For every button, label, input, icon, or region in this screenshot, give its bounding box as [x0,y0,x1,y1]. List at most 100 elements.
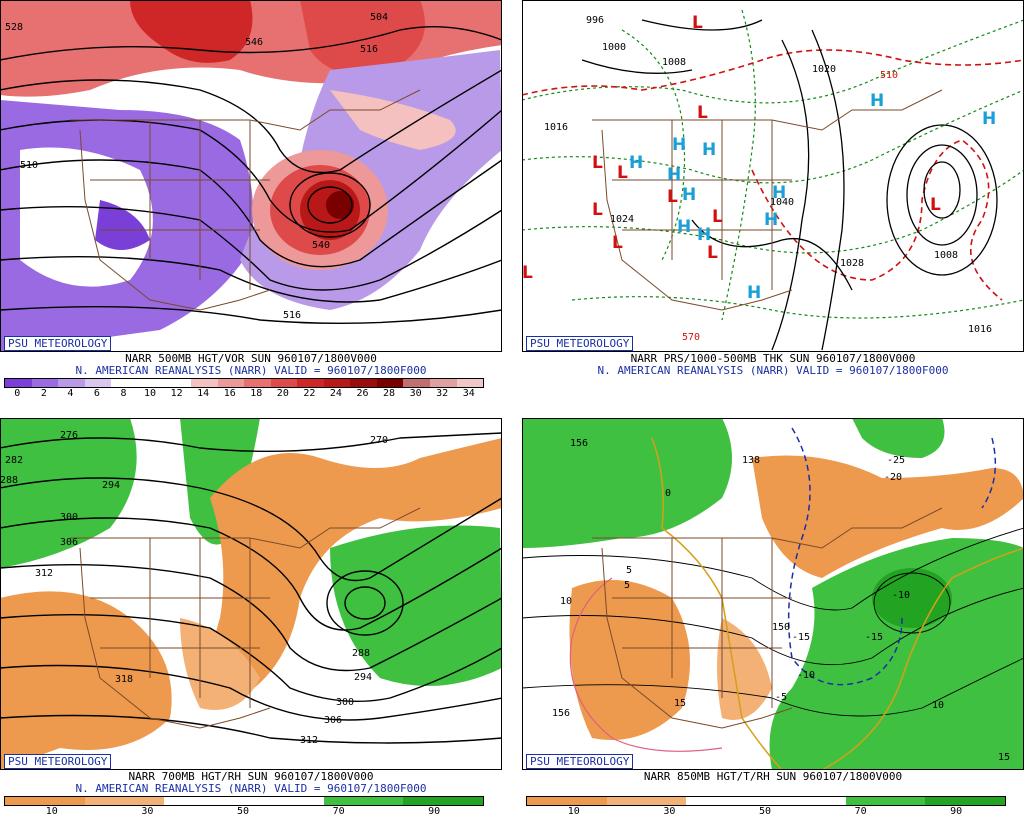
colorbar-tick-label: 70 [332,806,345,817]
panel-subtitle: N. AMERICAN REANALYSIS (NARR) VALID = 96… [75,782,427,795]
colorbar-swatch [403,797,484,805]
colorbar-swatch [403,379,430,387]
low-pressure-marker: L [612,233,623,253]
high-pressure-marker: H [772,183,786,203]
low-pressure-marker: L [712,207,723,227]
colorbar-swatch [430,379,457,387]
map-700mb: 276 270 282 288 294 300 306 312 318 288 … [0,418,502,770]
brand-label: PSU METEOROLOGY [526,754,634,769]
colorbar-swatch [925,797,1006,805]
rh-colorbar [526,796,1006,806]
high-pressure-marker: H [982,109,996,129]
colorbar-swatch [84,379,112,387]
contour-label: -10 [797,670,815,681]
contour-label: 270 [370,435,388,446]
colorbar-swatch [766,797,846,805]
panel-title: NARR 850MB HGT/T/RH SUN 960107/1800V000 [643,770,903,783]
colorbar-tick-label: 12 [170,388,183,399]
panel-subtitle: N. AMERICAN REANALYSIS (NARR) VALID = 96… [597,364,949,377]
high-pressure-marker: H [667,165,681,185]
low-pressure-marker: L [667,187,678,207]
contour-label: 1000 [602,42,626,53]
contour-label: 312 [35,568,53,579]
colorbar-swatch [606,797,687,805]
colorbar-swatch [31,379,59,387]
contour-label: 0 [665,488,671,499]
contour-label: -20 [884,472,902,483]
contour-label: -15 [792,632,810,643]
colorbar-tick-label: 8 [120,388,127,399]
contour-label: -15 [865,632,883,643]
high-pressure-marker: H [629,153,643,173]
contour-label: 5 [624,580,630,591]
colorbar-tick-label: 30 [141,806,154,817]
colorbar-swatch [58,379,85,387]
colorbar-swatch [297,379,324,387]
contour-label: 5 [626,565,632,576]
low-pressure-marker: L [692,13,703,33]
contour-label: 528 [5,22,23,33]
colorbar-swatch [217,379,245,387]
colorbar-tick-label: 22 [303,388,316,399]
contour-label: 276 [60,430,78,441]
colorbar-tick-label: 20 [276,388,289,399]
vorticity-colorbar [4,378,484,388]
colorbar-tick-label: 16 [223,388,236,399]
contour-label: 15 [674,698,686,709]
colorbar-swatch [164,797,245,805]
colorbar-tick-label: 70 [854,806,867,817]
colorbar-swatch [164,379,191,387]
contour-label: 300 [336,697,354,708]
contour-label: 1024 [610,214,634,225]
contour-label: 282 [5,455,23,466]
colorbar-ticks: 0 2 4 6 8 10 12 14 16 18 20 22 24 26 28 30 32 34 [4,388,482,400]
colorbar-swatch [686,797,767,805]
colorbar-tick-label: 10 [567,806,580,817]
panel-subtitle: N. AMERICAN REANALYSIS (NARR) VALID = 96… [75,364,427,377]
colorbar-tick-label: 14 [197,388,210,399]
contour-label: 510 [20,160,38,171]
contour-label: 1016 [968,324,992,335]
high-pressure-marker: H [702,140,716,160]
colorbar-tick-label: 50 [758,806,772,817]
contour-label: 138 [742,455,760,466]
brand-label: PSU METEOROLOGY [4,336,112,351]
contour-label: 1016 [544,122,568,133]
panel-500mb-vorticity: 528 540 516 504 546 510 516 PSU METEOROL… [0,0,502,401]
contour-label: 504 [370,12,388,23]
colorbar-tick-label: 0 [14,388,21,399]
contour-label: 156 [570,438,588,449]
colorbar-swatch [456,379,484,387]
colorbar-tick-label: 26 [356,388,369,399]
map-500mb: 528 540 516 504 546 510 516 [0,0,502,352]
contour-label: 546 [245,37,263,48]
colorbar-tick-label: 30 [409,388,422,399]
panel-mslp-thickness: L L L L L L L L L L L H H H H H H H H [522,0,1024,401]
brand-label: PSU METEOROLOGY [526,336,634,351]
low-pressure-marker: L [592,200,603,220]
colorbar-tick-label: 32 [436,388,449,399]
colorbar-swatch [5,379,32,387]
panel-700mb-rh: 276 270 282 288 294 300 306 312 318 288 … [0,418,502,819]
colorbar-tick-label: 28 [383,388,396,399]
high-pressure-marker: H [697,225,711,245]
colorbar-tick-label: 6 [93,388,100,399]
brand-label: PSU METEOROLOGY [4,754,112,769]
high-pressure-marker: H [677,217,691,237]
colorbar-swatch [350,379,377,387]
colorbar-tick-label: 50 [236,806,250,817]
high-pressure-marker: H [747,283,761,303]
colorbar-swatch [190,379,218,387]
colorbar-swatch [5,797,85,805]
contour-label: 10 [560,596,572,607]
contour-label: -25 [887,455,905,466]
colorbar-ticks: 10 30 50 70 90 [4,806,482,818]
panel-850mb-temp-rh: 156 138 150 156 5 0 -5 -10 -15 10 15 -25… [522,418,1024,819]
panel-title: NARR 700MB HGT/RH SUN 960107/1800V000 [128,770,374,783]
contour-label: 570 [682,332,700,343]
contour-label: 318 [115,674,133,685]
panel-title: NARR PRS/1000-500MB THK SUN 960107/1800V… [630,352,916,365]
map-mslp: L L L L L L L L L L L H H H H H H H H [522,0,1024,352]
low-pressure-marker: L [522,263,533,283]
low-pressure-marker: L [707,243,718,263]
